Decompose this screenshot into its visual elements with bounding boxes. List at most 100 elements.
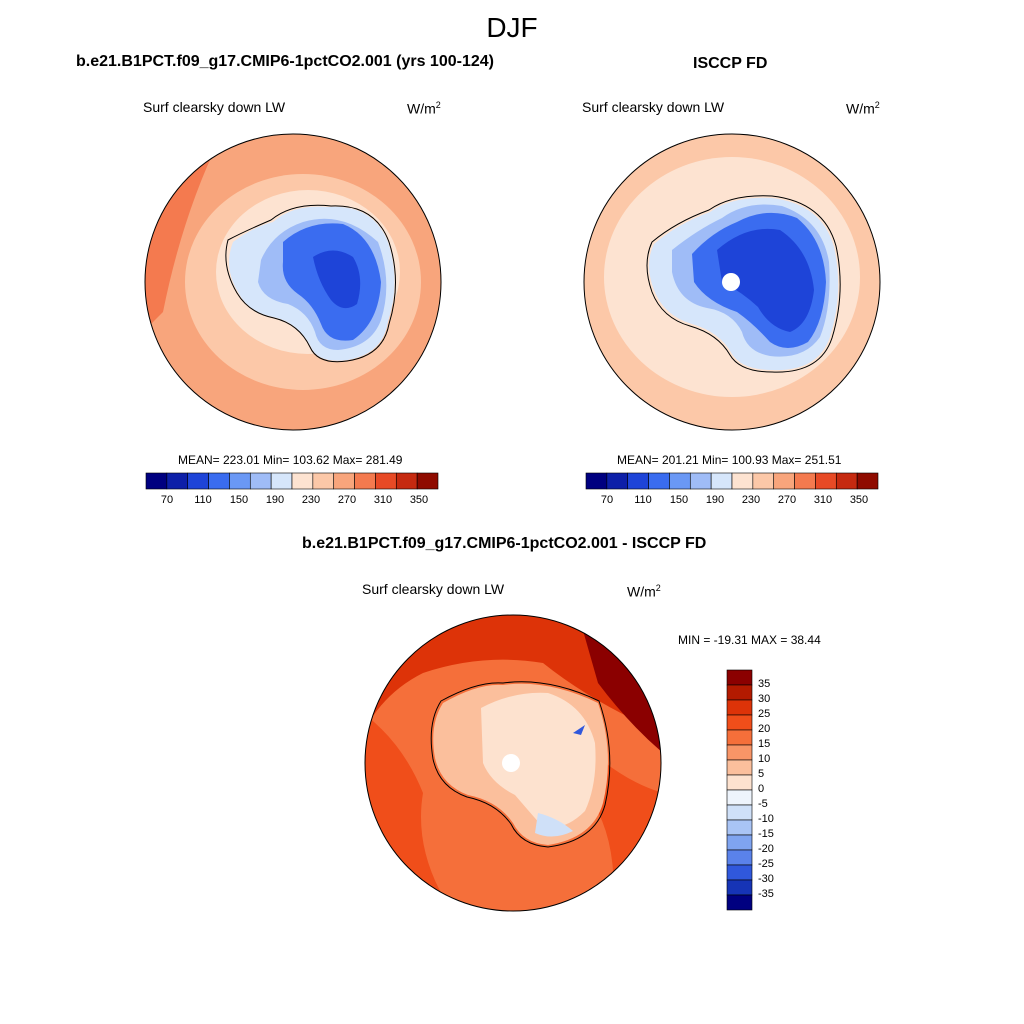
diff-colorbar-tick: 35 bbox=[758, 678, 771, 690]
model-coastline bbox=[225, 204, 396, 363]
model-colorbar-ticks: 70 110 150 190 230 270 310 350 bbox=[146, 494, 438, 510]
diff-colorbar-tick: -25 bbox=[758, 858, 774, 870]
obs-colorbar-swatch bbox=[710, 472, 733, 490]
diff-colorbar-swatch bbox=[726, 699, 753, 716]
diff-colorbar-tick: -5 bbox=[758, 798, 768, 810]
diff-polar-map bbox=[364, 614, 662, 912]
model-colorbar-tick: 70 bbox=[160, 494, 174, 506]
model-polar-map bbox=[144, 133, 442, 431]
model-colorbar-tick: 230 bbox=[301, 494, 321, 506]
diff-colorbar-swatch bbox=[726, 849, 753, 866]
diff-colorbar-ticks: 35 30 25 20 15 10 5 0 -5 -10 -15 -20 -25… bbox=[758, 670, 798, 910]
diff-colorbar-swatch bbox=[726, 834, 753, 851]
model-colorbar-tick: 150 bbox=[229, 494, 249, 506]
obs-colorbar-swatch bbox=[627, 472, 649, 490]
diff-colorbar-swatch bbox=[726, 744, 753, 761]
obs-colorbar bbox=[585, 472, 879, 490]
obs-colorbar-swatch bbox=[835, 472, 858, 490]
model-colorbar-swatch bbox=[354, 472, 376, 490]
obs-colorbar-tick: 350 bbox=[849, 494, 869, 506]
diff-colorbar-swatch bbox=[726, 714, 753, 731]
obs-colorbar-tick: 310 bbox=[813, 494, 833, 506]
diff-colorbar-tick: 10 bbox=[758, 753, 771, 765]
diff-colorbar-swatch bbox=[726, 669, 753, 686]
obs-colorbar-swatch bbox=[689, 472, 712, 490]
figure-title: DJF bbox=[486, 12, 538, 43]
diff-coastline bbox=[430, 681, 611, 848]
obs-map-border bbox=[583, 133, 881, 431]
obs-colorbar-swatch bbox=[585, 472, 608, 490]
diff-colorbar-tick: -30 bbox=[758, 873, 774, 885]
model-colorbar-tick: 350 bbox=[409, 494, 429, 506]
model-colorbar-swatch bbox=[145, 472, 168, 490]
model-colorbar-swatch bbox=[375, 472, 397, 490]
obs-units: W/m2 bbox=[846, 100, 880, 117]
diff-colorbar-tick: 20 bbox=[758, 723, 771, 735]
obs-polar-hole bbox=[722, 273, 740, 291]
obs-variable-label: Surf clearsky down LW bbox=[582, 99, 725, 115]
model-colorbar-swatch bbox=[270, 472, 293, 490]
model-colorbar-tick: 270 bbox=[337, 494, 357, 506]
diff-negative-spot bbox=[573, 725, 585, 735]
diff-antarctica-5 bbox=[481, 692, 596, 828]
diff-variable-label: Surf clearsky down LW bbox=[362, 581, 505, 597]
obs-colorbar-tick: 230 bbox=[741, 494, 761, 506]
obs-stats: MEAN= 201.21 Min= 100.93 Max= 251.51 bbox=[617, 453, 842, 467]
diff-colorbar-tick: 25 bbox=[758, 708, 771, 720]
obs-colorbar-swatch bbox=[648, 472, 670, 490]
obs-colorbar-tick: 190 bbox=[705, 494, 725, 506]
model-colorbar-swatch bbox=[395, 472, 418, 490]
model-colorbar-swatch bbox=[312, 472, 335, 490]
model-colorbar-swatch bbox=[416, 472, 439, 490]
obs-colorbar-swatch bbox=[669, 472, 691, 490]
obs-colorbar-tick: 110 bbox=[634, 494, 652, 506]
obs-colorbar-ticks: 70 110 150 190 230 270 310 350 bbox=[586, 494, 878, 510]
diff-colorbar-swatch bbox=[726, 894, 753, 911]
model-panel-title: b.e21.B1PCT.f09_g17.CMIP6-1pctCO2.001 (y… bbox=[76, 53, 494, 70]
model-colorbar-swatch bbox=[249, 472, 272, 490]
obs-colorbar-swatch bbox=[606, 472, 629, 490]
diff-colorbar-tick: -20 bbox=[758, 843, 774, 855]
obs-colorbar-swatch bbox=[856, 472, 879, 490]
diff-units: W/m2 bbox=[627, 583, 661, 600]
diff-colorbar-swatch bbox=[726, 759, 753, 776]
diff-polar-hole bbox=[502, 754, 520, 772]
diff-colorbar bbox=[726, 669, 753, 911]
obs-colorbar-swatch bbox=[752, 472, 775, 490]
diff-negative-patch bbox=[535, 813, 573, 837]
diff-colorbar-swatch bbox=[726, 804, 753, 821]
model-colorbar-swatch bbox=[187, 472, 209, 490]
diff-panel-title: b.e21.B1PCT.f09_g17.CMIP6-1pctCO2.001 - … bbox=[302, 535, 707, 552]
model-colorbar-tick: 310 bbox=[373, 494, 393, 506]
obs-coastline bbox=[646, 195, 841, 373]
diff-colorbar-swatch bbox=[726, 864, 753, 881]
obs-polar-map bbox=[583, 133, 881, 431]
model-stats: MEAN= 223.01 Min= 103.62 Max= 281.49 bbox=[178, 453, 403, 467]
diff-colorbar-swatch bbox=[726, 684, 753, 701]
diff-colorbar-swatch bbox=[726, 774, 753, 791]
diff-colorbar-tick: -35 bbox=[758, 888, 774, 900]
obs-colorbar-swatch bbox=[731, 472, 754, 490]
model-colorbar-swatch bbox=[333, 472, 355, 490]
diff-colorbar-swatch bbox=[726, 879, 753, 896]
model-map-border bbox=[144, 133, 442, 431]
obs-colorbar-tick: 270 bbox=[777, 494, 797, 506]
model-variable-label: Surf clearsky down LW bbox=[143, 99, 286, 115]
model-colorbar-tick: 190 bbox=[265, 494, 285, 506]
diff-colorbar-swatch bbox=[726, 789, 753, 806]
model-colorbar-swatch bbox=[208, 472, 230, 490]
diff-colorbar-tick: -10 bbox=[758, 813, 774, 825]
diff-colorbar-swatch bbox=[726, 819, 753, 836]
obs-colorbar-swatch bbox=[815, 472, 837, 490]
obs-antarctica-core bbox=[717, 228, 814, 332]
model-colorbar bbox=[145, 472, 439, 490]
model-colorbar-swatch bbox=[229, 472, 251, 490]
obs-colorbar-tick: 150 bbox=[669, 494, 689, 506]
diff-colorbar-tick: -15 bbox=[758, 828, 774, 840]
obs-colorbar-swatch bbox=[773, 472, 795, 490]
diff-colorbar-tick: 30 bbox=[758, 693, 771, 705]
diff-map-border bbox=[364, 614, 662, 912]
diff-colorbar-tick: 5 bbox=[758, 768, 765, 780]
diff-colorbar-tick: 0 bbox=[758, 783, 765, 795]
diff-colorbar-swatch bbox=[726, 729, 753, 746]
